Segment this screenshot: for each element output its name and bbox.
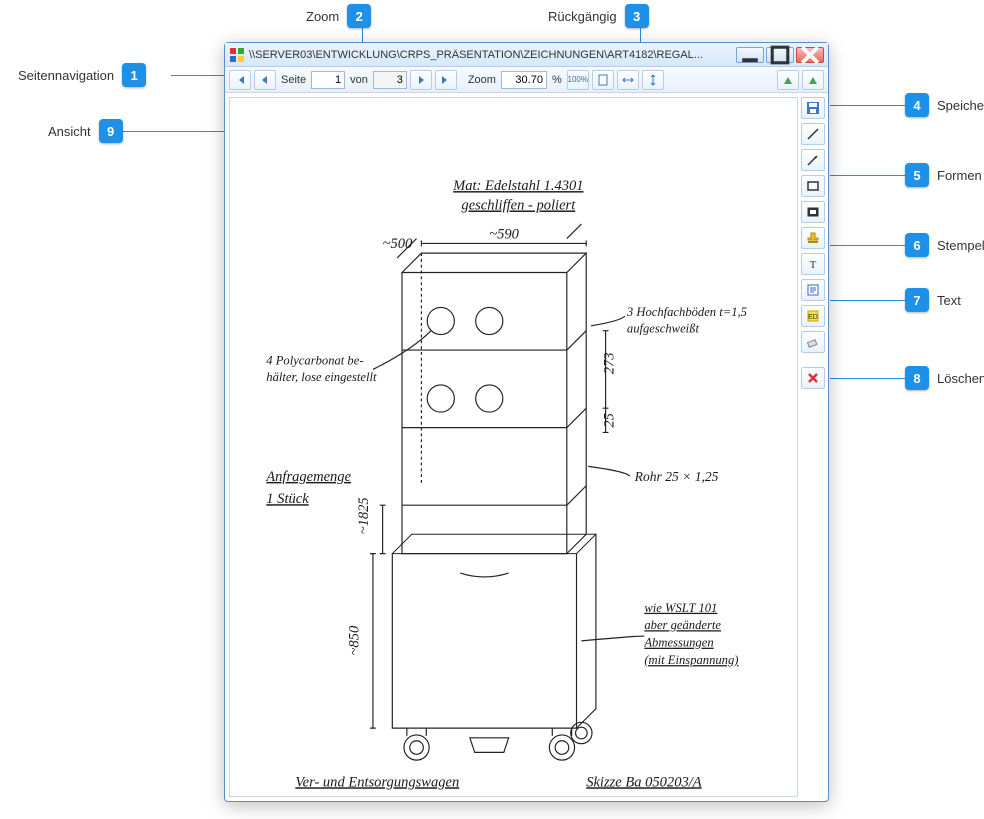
callout-undo: Rückgängig 3 xyxy=(548,4,649,28)
note-qty2: 1 Stück xyxy=(266,491,309,507)
note-finish: geschliffen - poliert xyxy=(461,197,576,213)
note-ref1: wie WSLT 101 xyxy=(644,601,717,615)
note-dim2: 25 xyxy=(601,413,617,428)
callout-shapes: Formen 5 xyxy=(905,163,982,187)
note-tool-button[interactable] xyxy=(801,279,825,301)
maximize-button[interactable] xyxy=(766,47,794,63)
callout-label: Rückgängig xyxy=(548,9,617,24)
svg-text:ED: ED xyxy=(808,314,818,321)
drawing-canvas[interactable]: Mat: Edelstahl 1.4301 geschliffen - poli… xyxy=(229,97,798,797)
callout-view: Ansicht 9 xyxy=(48,119,123,143)
drawing-svg: Mat: Edelstahl 1.4301 geschliffen - poli… xyxy=(230,98,797,796)
minimize-button[interactable] xyxy=(736,47,764,63)
note-polyc1: 4 Polycarbonat be- xyxy=(266,354,363,368)
right-toolbar: T ED xyxy=(798,93,828,801)
prev-page-button[interactable] xyxy=(254,70,276,90)
callout-line xyxy=(112,131,227,132)
callout-seitennavigation: Seitennavigation 1 xyxy=(18,63,146,87)
callout-line xyxy=(830,175,910,176)
rect-tool-button[interactable] xyxy=(801,175,825,197)
undo-button[interactable] xyxy=(777,70,799,90)
callout-text: Text 7 xyxy=(905,288,961,312)
close-button[interactable] xyxy=(796,47,824,63)
callout-stamp: Stempel 6 xyxy=(905,233,984,257)
note-br: Skizze Ba 050203/A xyxy=(586,774,702,790)
callout-badge: 1 xyxy=(122,63,146,87)
note-ref2: aber geänderte xyxy=(644,618,721,632)
callout-label: Text xyxy=(937,293,961,308)
eraser-tool-button[interactable] xyxy=(801,331,825,353)
callout-label: Stempel xyxy=(937,238,984,253)
callout-line xyxy=(171,75,231,76)
note-depth: ~500 xyxy=(383,236,413,252)
app-window: \\SERVER03\ENTWICKLUNG\CRPS_PRÄSENTATION… xyxy=(224,42,829,802)
window-title: \\SERVER03\ENTWICKLUNG\CRPS_PRÄSENTATION… xyxy=(249,49,732,61)
fit-width-button[interactable] xyxy=(617,70,639,90)
note-bl: Ver- und Entsorgungswagen xyxy=(295,774,459,790)
callout-badge: 4 xyxy=(905,93,929,117)
callout-label: Seitennavigation xyxy=(18,68,114,83)
arrow-tool-button[interactable] xyxy=(801,149,825,171)
callout-line xyxy=(830,300,910,301)
stamp-button[interactable] xyxy=(801,227,825,249)
callout-badge: 6 xyxy=(905,233,929,257)
page-input[interactable] xyxy=(311,71,345,89)
von-label: von xyxy=(348,74,370,86)
note-width: ~590 xyxy=(489,227,519,243)
callout-save: Speichern 4 xyxy=(905,93,984,117)
note-ref3: Abmessungen xyxy=(643,636,713,650)
note-welded: aufgeschweißt xyxy=(627,322,700,336)
save-button[interactable] xyxy=(801,97,825,119)
first-page-button[interactable] xyxy=(229,70,251,90)
note-shelves: 3 Hochfachböden t=1,5 xyxy=(626,305,747,319)
callout-badge: 9 xyxy=(99,119,123,143)
callout-zoom: Zoom 2 xyxy=(306,4,371,28)
note-ref4: (mit Einspannung) xyxy=(644,653,738,667)
delete-button[interactable] xyxy=(801,367,825,389)
last-page-button[interactable] xyxy=(435,70,457,90)
zoom-label: Zoom xyxy=(466,74,498,86)
callout-badge: 2 xyxy=(347,4,371,28)
note-midheight: ~1825 xyxy=(356,497,372,534)
filled-rect-tool-button[interactable] xyxy=(801,201,825,223)
callout-delete: Löschen 8 xyxy=(905,366,984,390)
callout-label: Speichern xyxy=(937,98,984,113)
next-page-button[interactable] xyxy=(410,70,432,90)
page-label: Seite xyxy=(279,74,308,86)
note-dim1: 273 xyxy=(601,352,617,374)
window-controls xyxy=(736,47,824,63)
callout-badge: 7 xyxy=(905,288,929,312)
callout-line xyxy=(830,105,910,106)
note-qty1: Anfragemenge xyxy=(265,469,351,485)
note-lowheight: ~850 xyxy=(346,625,362,655)
app-icon xyxy=(229,47,245,63)
callout-label: Formen xyxy=(937,168,982,183)
callout-label: Zoom xyxy=(306,9,339,24)
zoom-input[interactable] xyxy=(501,71,547,89)
redo-button[interactable] xyxy=(802,70,824,90)
note-material: Mat: Edelstahl 1.4301 xyxy=(452,178,583,194)
titlebar[interactable]: \\SERVER03\ENTWICKLUNG\CRPS_PRÄSENTATION… xyxy=(225,43,828,67)
note-polyc2: hälter, lose eingestellt xyxy=(266,370,377,384)
page-total xyxy=(373,71,407,89)
line-tool-button[interactable] xyxy=(801,123,825,145)
zoom-100-button[interactable]: 100% xyxy=(567,70,589,90)
callout-badge: 5 xyxy=(905,163,929,187)
fit-page-button[interactable] xyxy=(592,70,614,90)
callout-label: Löschen xyxy=(937,371,984,386)
callout-label: Ansicht xyxy=(48,124,91,139)
callout-line xyxy=(830,378,910,379)
top-toolbar: Seite von Zoom % 100% xyxy=(225,67,828,93)
svg-text:T: T xyxy=(810,259,817,271)
highlight-tool-button[interactable]: ED xyxy=(801,305,825,327)
callout-badge: 3 xyxy=(625,4,649,28)
callout-badge: 8 xyxy=(905,366,929,390)
note-tube: Rohr 25 × 1,25 xyxy=(634,469,719,484)
text-tool-button[interactable]: T xyxy=(801,253,825,275)
callout-line xyxy=(830,245,910,246)
percent-label: % xyxy=(550,74,564,86)
fit-height-button[interactable] xyxy=(642,70,664,90)
